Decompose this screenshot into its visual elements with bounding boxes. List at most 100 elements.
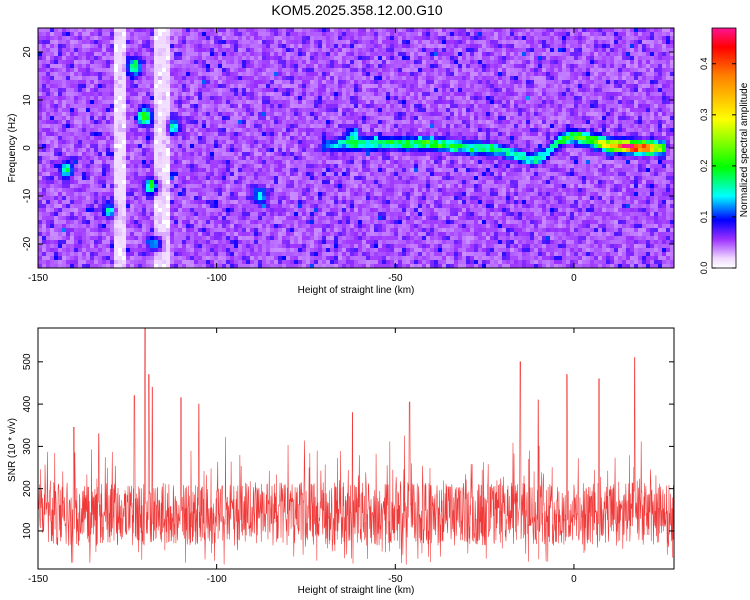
- spectrogram-cell: [186, 64, 190, 68]
- spectrogram-cell: [282, 168, 286, 172]
- spectrogram-cell: [74, 236, 78, 240]
- spectrogram-cell: [186, 136, 190, 140]
- spectrogram-cell: [70, 48, 74, 52]
- spectrogram-cell: [42, 156, 46, 160]
- spectrogram-cell: [362, 88, 366, 92]
- spectrogram-cell: [346, 256, 350, 260]
- spectrogram-cell: [286, 168, 290, 172]
- spectrogram-cell: [370, 204, 374, 208]
- spectrogram-cell: [78, 76, 82, 80]
- spectrogram-cell: [362, 216, 366, 220]
- spectrogram-cell: [198, 252, 202, 256]
- spectrogram-cell: [262, 72, 266, 76]
- spectrogram-cell: [82, 180, 86, 184]
- spectrogram-cell: [342, 104, 346, 108]
- spectrogram-cell: [250, 196, 254, 200]
- spectrogram-cell: [202, 80, 206, 84]
- spectrogram-cell: [362, 36, 366, 40]
- spectrogram-cell: [134, 252, 138, 256]
- spectrogram-cell: [194, 96, 198, 100]
- spectrogram-cell: [166, 60, 170, 64]
- spectrogram-cell: [90, 128, 94, 132]
- spectrogram-cell: [238, 200, 242, 204]
- spectrogram-cell: [170, 64, 174, 68]
- spectrogram-cell: [42, 144, 46, 148]
- spectrogram-cell: [230, 224, 234, 228]
- spectrogram-cell: [274, 192, 278, 196]
- spectrogram-cell: [110, 116, 114, 120]
- spectrogram-cell: [170, 100, 174, 104]
- spectrogram-cell: [326, 160, 330, 164]
- spectrogram-cell: [242, 48, 246, 52]
- spectrogram-cell: [306, 180, 310, 184]
- spectrogram-cell: [270, 104, 274, 108]
- spectrogram-cell: [194, 236, 198, 240]
- spectrogram-cell: [146, 100, 150, 104]
- spectrogram-cell: [58, 88, 62, 92]
- spectrogram-cell: [242, 192, 246, 196]
- spectrogram-cell: [38, 136, 42, 140]
- spectrogram-cell: [262, 64, 266, 68]
- spectrogram-cell: [138, 236, 142, 240]
- spectrogram-cell: [306, 28, 310, 32]
- spectrogram-cell: [146, 200, 150, 204]
- spectrogram-cell: [230, 144, 234, 148]
- spectrogram-cell: [190, 156, 194, 160]
- spectrogram-cell: [258, 224, 262, 228]
- spectrogram-cell: [278, 252, 282, 256]
- spectrogram-cell: [230, 244, 234, 248]
- spectrogram-cell: [358, 52, 362, 56]
- spectrogram-cell: [350, 156, 354, 160]
- spectrogram-cell: [186, 76, 190, 80]
- spectrogram-cell: [366, 212, 370, 216]
- spectrogram-cell: [174, 172, 178, 176]
- spectrogram-cell: [202, 224, 206, 228]
- spectrogram-cell: [206, 36, 210, 40]
- spectrogram-cell: [326, 44, 330, 48]
- spectrogram-cell: [102, 148, 106, 152]
- spectrogram-cell: [226, 40, 230, 44]
- spectrogram-cell: [202, 220, 206, 224]
- spectrogram-cell: [126, 148, 130, 152]
- spectrogram-cell: [354, 244, 358, 248]
- spectrogram-cell: [222, 176, 226, 180]
- spectrogram-cell: [210, 232, 214, 236]
- spectrogram-cell: [142, 188, 146, 192]
- spectrogram-cell: [58, 64, 62, 68]
- spectrogram-cell: [342, 212, 346, 216]
- spectrogram-cell: [258, 56, 262, 60]
- spectrogram-cell: [366, 88, 370, 92]
- spectrogram-cell: [98, 56, 102, 60]
- spectrogram-cell: [54, 200, 58, 204]
- spectrogram-cell: [242, 144, 246, 148]
- spectrogram-cell: [366, 144, 370, 148]
- spectrogram-cell: [318, 64, 322, 68]
- spectrogram-cell: [286, 228, 290, 232]
- spectrogram-cell: [186, 220, 190, 224]
- spectrogram-cell: [78, 52, 82, 56]
- spectrogram-cell: [182, 108, 186, 112]
- spectrogram-cell: [370, 44, 374, 48]
- spectrogram-cell: [258, 200, 262, 204]
- spectrogram-cell: [226, 56, 230, 60]
- spectrogram-cell: [262, 132, 266, 136]
- spectrogram-cell: [242, 96, 246, 100]
- spectrogram-cell: [366, 252, 370, 256]
- spectrogram-cell: [258, 160, 262, 164]
- spectrogram-cell: [366, 188, 370, 192]
- spectrogram-cell: [306, 224, 310, 228]
- spectrogram-cell: [58, 196, 62, 200]
- spectrogram-cell: [146, 120, 150, 124]
- spectrogram-cell: [50, 112, 54, 116]
- spectrogram-cell: [106, 228, 110, 232]
- spectrogram-cell: [162, 120, 166, 124]
- spectrogram-cell: [362, 124, 366, 128]
- spectrogram-cell: [254, 248, 258, 252]
- spectrogram-cell: [242, 136, 246, 140]
- spectrogram-cell: [94, 164, 98, 168]
- spectrogram-cell: [50, 40, 54, 44]
- spectrogram-cell: [162, 72, 166, 76]
- spectrogram-cell: [126, 64, 130, 68]
- spectrogram-cell: [210, 212, 214, 216]
